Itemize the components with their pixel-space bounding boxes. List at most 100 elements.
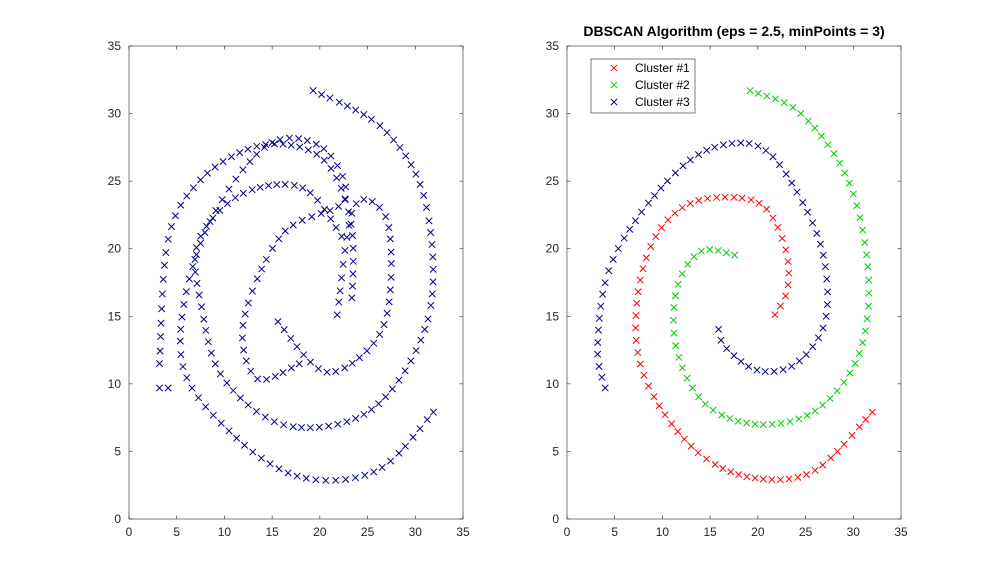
data-point	[248, 186, 256, 194]
scatter-panel-left: 0 5 10 15 20 25 30 35 0 5 10 15 20 25 30 35	[108, 39, 470, 539]
data-point	[189, 262, 197, 271]
data-point	[351, 474, 359, 482]
data-point	[196, 239, 205, 247]
legend-entry-cluster-3: Cluster #3	[610, 95, 690, 109]
data-point	[271, 372, 279, 380]
data-point	[407, 161, 415, 169]
data-point	[296, 143, 304, 151]
data-point	[257, 454, 265, 462]
data-point	[341, 195, 349, 203]
data-point	[183, 192, 191, 200]
data-point	[320, 145, 328, 153]
x-tick-label: 20	[751, 525, 765, 539]
data-point	[704, 194, 712, 203]
tick-marks	[566, 45, 902, 520]
data-point	[227, 153, 235, 161]
x-tick-labels: 0 5 10 15 20 25 30 35	[564, 525, 908, 539]
data-point	[703, 455, 711, 463]
data-point	[293, 472, 301, 480]
data-point	[349, 244, 357, 252]
data-point	[840, 440, 848, 448]
data-point	[287, 364, 295, 372]
data-point	[819, 401, 827, 409]
data-point	[320, 156, 328, 164]
data-point	[730, 352, 738, 360]
data-point	[341, 364, 349, 372]
data-point	[381, 393, 390, 401]
data-point	[231, 194, 239, 202]
data-point	[293, 343, 301, 351]
data-point	[864, 302, 872, 310]
data-point	[155, 384, 164, 392]
data-point	[751, 474, 759, 482]
data-point	[670, 304, 678, 312]
data-point	[239, 189, 247, 197]
data-point	[428, 290, 436, 298]
data-point	[833, 387, 841, 395]
data-point	[332, 224, 340, 232]
data-point	[417, 336, 425, 344]
y-tick-label: 30	[546, 107, 560, 121]
data-point	[678, 270, 686, 278]
data-point	[753, 366, 761, 374]
data-point	[202, 326, 210, 334]
data-point	[219, 157, 227, 166]
data-point	[678, 364, 687, 372]
data-point	[868, 408, 876, 416]
data-point	[313, 150, 321, 158]
data-point	[770, 367, 778, 375]
data-point	[289, 221, 297, 229]
legend-label: Cluster #1	[635, 61, 690, 75]
data-point	[674, 280, 682, 288]
data-point	[194, 394, 202, 402]
y-tick-label: 10	[108, 377, 122, 391]
scatter-panel-right: DBSCAN Algorithm (eps = 2.5, minPoints =…	[546, 23, 908, 539]
data-point	[216, 370, 224, 378]
data-point	[407, 357, 415, 365]
data-point	[314, 365, 323, 373]
data-point	[674, 428, 682, 436]
x-tick-label: 20	[313, 525, 327, 539]
data-point	[370, 339, 378, 347]
data-point	[242, 357, 250, 365]
data-point	[684, 260, 692, 268]
data-point	[164, 384, 172, 392]
data-point	[779, 366, 787, 374]
data-point	[341, 246, 349, 255]
data-point	[212, 206, 220, 215]
data-point	[349, 270, 357, 278]
x-tick-label: 0	[126, 525, 133, 539]
data-point	[284, 469, 292, 477]
data-point	[177, 201, 185, 209]
data-point	[337, 184, 345, 192]
data-points	[155, 87, 437, 484]
data-point	[247, 367, 255, 375]
data-point	[862, 416, 870, 424]
data-point	[640, 371, 648, 379]
data-point	[225, 185, 233, 193]
data-point	[363, 347, 371, 355]
data-point	[326, 94, 334, 102]
data-point	[819, 324, 827, 332]
data-point	[711, 460, 719, 468]
data-point	[655, 402, 663, 410]
data-point	[281, 227, 289, 235]
data-point	[794, 473, 802, 481]
data-point	[375, 203, 384, 211]
data-point	[160, 261, 168, 269]
x-tick-label: 5	[173, 525, 180, 539]
data-point	[819, 251, 827, 259]
tick-marks	[128, 45, 464, 520]
data-point	[241, 310, 249, 318]
data-point	[385, 298, 393, 306]
data-point	[239, 321, 247, 329]
data-point	[861, 327, 869, 335]
data-point	[416, 180, 424, 188]
data-point	[309, 87, 317, 95]
data-point	[355, 354, 364, 362]
data-point	[225, 427, 233, 435]
y-tick-label: 15	[108, 309, 122, 323]
data-point	[229, 386, 237, 395]
data-point	[694, 449, 702, 457]
data-point	[203, 169, 211, 177]
